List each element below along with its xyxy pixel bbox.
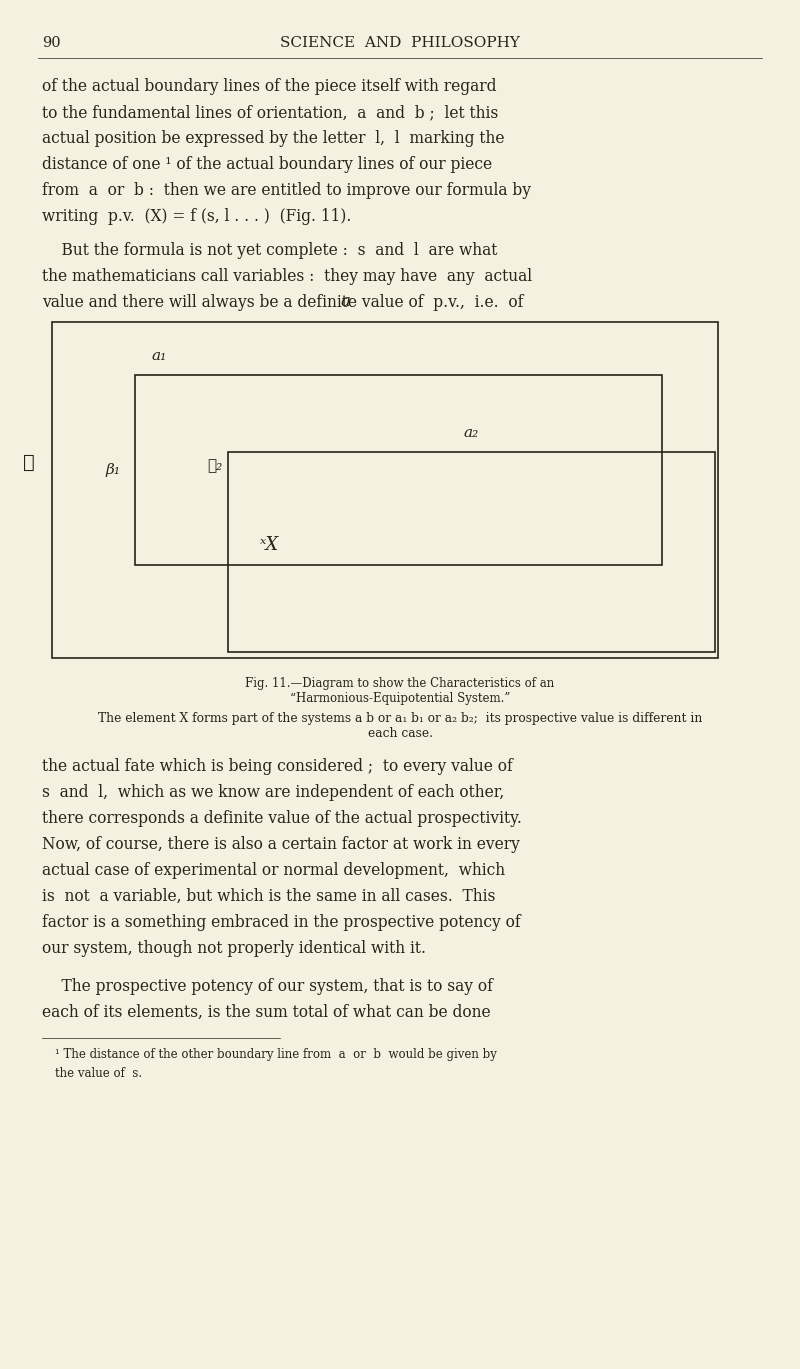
Text: actual case of experimental or normal development,  which: actual case of experimental or normal de… bbox=[42, 862, 505, 879]
Text: the value of  s.: the value of s. bbox=[55, 1066, 142, 1080]
Text: The element X forms part of the systems a b or a₁ b₁ or a₂ b₂;  its prospective : The element X forms part of the systems … bbox=[98, 712, 702, 726]
Text: value and there will always be a definite value of  p.v.,  i.e.  of: value and there will always be a definit… bbox=[42, 294, 523, 311]
Text: distance of one ¹ of the actual boundary lines of our piece: distance of one ¹ of the actual boundary… bbox=[42, 156, 492, 172]
Text: s  and  l,  which as we know are independent of each other,: s and l, which as we know are independen… bbox=[42, 784, 504, 801]
Bar bbox=[52, 322, 718, 658]
Text: our system, though not properly identical with it.: our system, though not properly identica… bbox=[42, 941, 426, 957]
Text: ℓ: ℓ bbox=[23, 453, 35, 471]
Text: 90: 90 bbox=[42, 36, 61, 51]
Text: factor is a something embraced in the prospective potency of: factor is a something embraced in the pr… bbox=[42, 914, 521, 931]
Text: actual position be expressed by the letter  l,  l  marking the: actual position be expressed by the lett… bbox=[42, 130, 505, 146]
Text: ˣX: ˣX bbox=[260, 537, 279, 554]
Text: “Harmonious-Equipotential System.”: “Harmonious-Equipotential System.” bbox=[290, 691, 510, 705]
Text: SCIENCE  AND  PHILOSOPHY: SCIENCE AND PHILOSOPHY bbox=[280, 36, 520, 51]
Text: writing  p.v.  (X) = f (s, l . . . )  (Fig. 11).: writing p.v. (X) = f (s, l . . . ) (Fig.… bbox=[42, 208, 351, 225]
Text: ¹ The distance of the other boundary line from  a  or  b  would be given by: ¹ The distance of the other boundary lin… bbox=[55, 1049, 497, 1061]
Text: is  not  a variable, but which is the same in all cases.  This: is not a variable, but which is the same… bbox=[42, 888, 495, 905]
Text: ℓ₂: ℓ₂ bbox=[206, 459, 222, 472]
Text: to the fundamental lines of orientation,  a  and  b ;  let this: to the fundamental lines of orientation,… bbox=[42, 104, 498, 120]
Text: each of its elements, is the sum total of what can be done: each of its elements, is the sum total o… bbox=[42, 1003, 490, 1021]
Text: The prospective potency of our system, that is to say of: The prospective potency of our system, t… bbox=[42, 977, 493, 995]
Text: a: a bbox=[340, 293, 350, 309]
Text: β₁: β₁ bbox=[105, 463, 120, 476]
Text: from  a  or  b :  then we are entitled to improve our formula by: from a or b : then we are entitled to im… bbox=[42, 182, 531, 199]
Text: each case.: each case. bbox=[367, 727, 433, 741]
Text: of the actual boundary lines of the piece itself with regard: of the actual boundary lines of the piec… bbox=[42, 78, 497, 94]
Text: the mathematicians call variables :  they may have  any  actual: the mathematicians call variables : they… bbox=[42, 268, 532, 285]
Bar bbox=[228, 452, 715, 652]
Text: Fig. 11.—Diagram to show the Characteristics of an: Fig. 11.—Diagram to show the Characteris… bbox=[246, 678, 554, 690]
Text: But the formula is not yet complete :  s  and  l  are what: But the formula is not yet complete : s … bbox=[42, 242, 498, 259]
Text: there corresponds a definite value of the actual prospectivity.: there corresponds a definite value of th… bbox=[42, 810, 522, 827]
Text: Now, of course, there is also a certain factor at work in every: Now, of course, there is also a certain … bbox=[42, 836, 520, 853]
Text: a₁: a₁ bbox=[151, 349, 166, 363]
Text: a₂: a₂ bbox=[464, 426, 479, 439]
Bar bbox=[135, 375, 662, 565]
Text: the actual fate which is being considered ;  to every value of: the actual fate which is being considere… bbox=[42, 758, 513, 775]
